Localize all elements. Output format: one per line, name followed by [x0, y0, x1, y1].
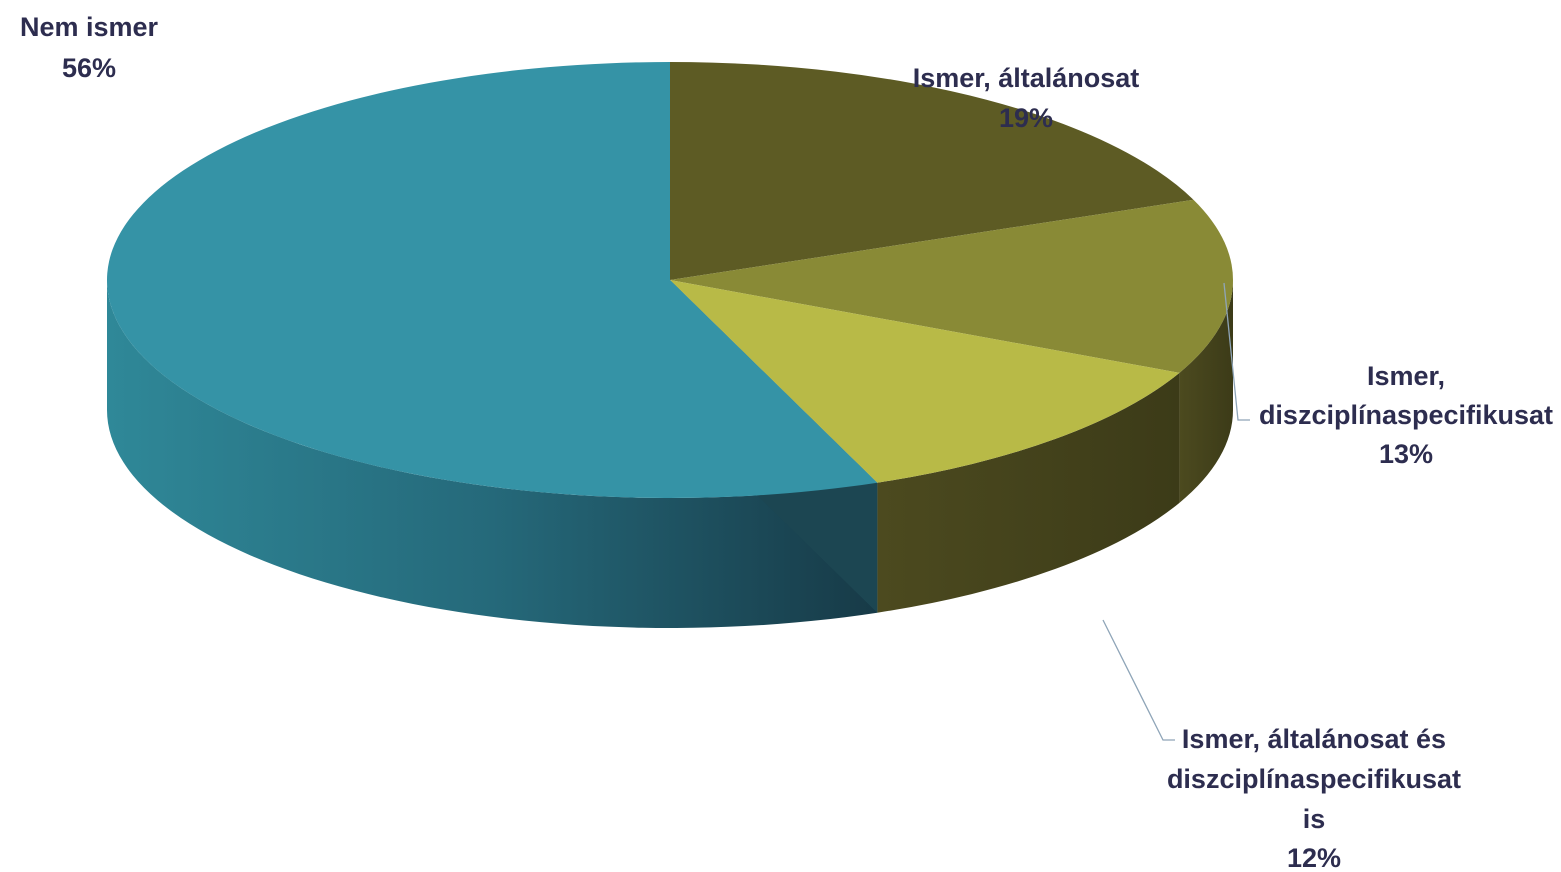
- pie-side-nem-ismer: [107, 280, 878, 629]
- label-text: diszciplínaspecifikusat: [1259, 400, 1553, 430]
- label-value: 13%: [1379, 439, 1433, 469]
- leader-lines: [1102, 282, 1250, 741]
- label-text: is: [1303, 804, 1326, 834]
- leader-line-ismer-diszciplinaspecifikusat: [1223, 282, 1250, 421]
- pie-slice-nem-ismer: [106, 62, 878, 498]
- label-text: diszciplínaspecifikusat: [1167, 764, 1461, 794]
- pie-top-layer: [106, 62, 1233, 498]
- label-value: 12%: [1287, 843, 1341, 872]
- label-text: Nem ismer: [20, 12, 159, 42]
- data-label-nem-ismer: Nem ismer 56%: [20, 12, 159, 83]
- label-value: 19%: [999, 103, 1053, 133]
- label-text: Ismer, általánosat és: [1182, 724, 1446, 754]
- pie-slice-ismer-altalanosat: [670, 62, 1194, 280]
- data-label-ismer-altalanosat: Ismer, általánosat 19%: [913, 63, 1140, 133]
- pie-side-ismer-altalanosat-es-diszciplinaspecifikusat-is: [877, 372, 1180, 613]
- leader-line-ismer-mindketto: [1102, 619, 1175, 741]
- data-label-ismer-mindketto: Ismer, általánosat és diszciplínaspecifi…: [1167, 724, 1461, 872]
- label-text: Ismer, általánosat: [913, 63, 1140, 93]
- pie-slice-ismer-altalanosat-es-diszciplinaspecifikusat-is: [670, 280, 1180, 483]
- pie-slice-ismer-diszciplinaspecifikusat: [670, 199, 1233, 373]
- label-value: 56%: [62, 53, 116, 83]
- data-label-ismer-diszciplinaspecifikusat: Ismer, diszciplínaspecifikusat 13%: [1259, 361, 1553, 469]
- pie-side-ismer-diszciplinaspecifikusat: [1179, 280, 1233, 503]
- label-text: Ismer,: [1367, 361, 1445, 391]
